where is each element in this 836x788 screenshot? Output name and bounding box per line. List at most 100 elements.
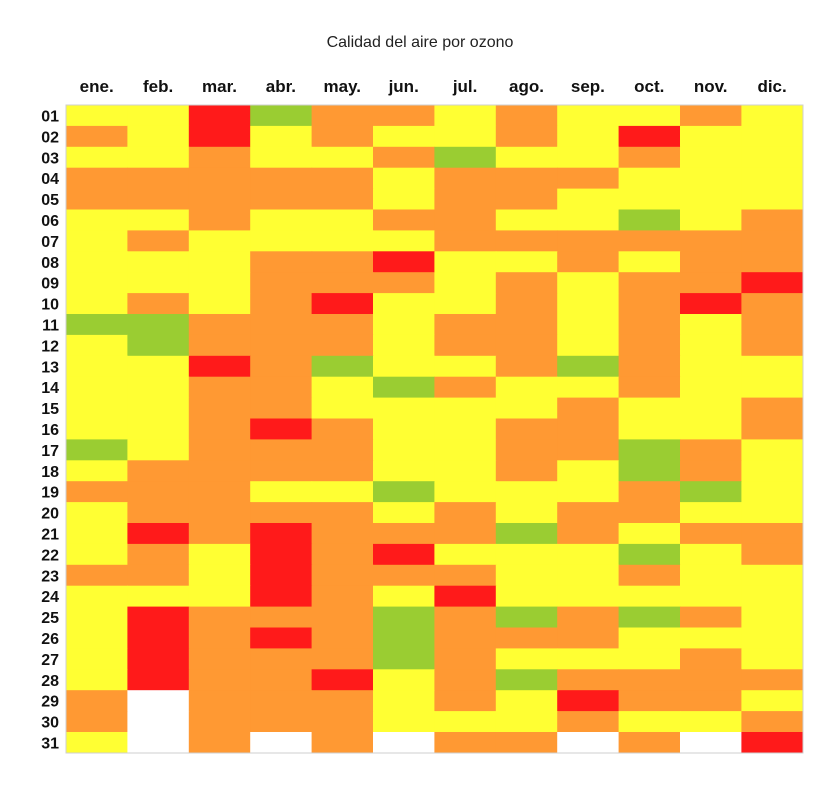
day-label: 22 <box>41 547 59 564</box>
heatmap-cell <box>680 460 742 482</box>
heatmap-cell <box>66 230 128 252</box>
heatmap-cell <box>250 711 313 733</box>
heatmap-cell <box>557 209 620 231</box>
heatmap-cell <box>66 502 128 524</box>
heatmap-cell <box>618 397 681 420</box>
day-label: 15 <box>41 401 59 418</box>
heatmap-cell <box>250 606 313 629</box>
heatmap-cell <box>618 648 681 670</box>
heatmap-cell <box>373 376 435 399</box>
heatmap-cell <box>66 460 128 482</box>
heatmap-cell <box>373 334 435 357</box>
heatmap-cell <box>557 397 620 420</box>
heatmap-cell <box>434 251 497 273</box>
heatmap-cell <box>127 711 190 733</box>
heatmap-cell <box>311 669 374 691</box>
heatmap-cell <box>618 460 681 482</box>
heatmap-cell <box>495 523 558 545</box>
heatmap-cell <box>250 732 313 754</box>
heatmap-cell <box>188 418 251 440</box>
heatmap-cell <box>557 293 620 315</box>
heatmap-cell <box>434 293 497 315</box>
heatmap-cell <box>311 230 374 252</box>
heatmap-cell <box>373 481 435 503</box>
heatmap-cell <box>127 105 190 127</box>
heatmap-cell <box>618 125 681 148</box>
heatmap-cell <box>250 397 313 420</box>
day-label: 02 <box>41 129 59 146</box>
heatmap-cell <box>188 543 251 566</box>
heatmap-cell <box>127 293 190 315</box>
heatmap-cell <box>680 669 742 691</box>
heatmap-cell <box>680 690 742 712</box>
heatmap-cell <box>188 564 251 587</box>
day-label: 07 <box>41 234 59 251</box>
heatmap-cell <box>127 188 190 211</box>
heatmap-cell <box>495 460 558 482</box>
day-label: 24 <box>41 589 59 606</box>
heatmap-cell <box>311 272 374 294</box>
heatmap-cell <box>434 418 497 440</box>
day-label: 31 <box>41 735 59 752</box>
heatmap-cell <box>66 481 128 503</box>
heatmap-cell <box>495 669 558 691</box>
day-label: 08 <box>41 255 59 272</box>
heatmap-cell <box>434 585 497 608</box>
heatmap-cell <box>557 523 620 545</box>
heatmap-cell <box>495 481 558 503</box>
heatmap-cell <box>250 251 313 273</box>
heatmap-cell <box>127 669 190 691</box>
day-label: 04 <box>41 171 59 188</box>
heatmap-cell <box>311 376 374 399</box>
heatmap-cell <box>373 355 435 378</box>
day-label: 21 <box>41 527 59 544</box>
heatmap-cell <box>741 543 804 566</box>
heatmap-cell <box>250 669 313 691</box>
heatmap-cell <box>618 606 681 629</box>
heatmap-cell <box>250 209 313 231</box>
heatmap-cell <box>741 105 804 127</box>
heatmap-cell <box>618 711 681 733</box>
heatmap-cell <box>680 627 742 649</box>
heatmap-cell <box>188 355 251 378</box>
heatmap-cell <box>127 481 190 503</box>
heatmap-cell <box>495 251 558 273</box>
heatmap-cell <box>188 251 251 273</box>
heatmap-cell <box>741 334 804 357</box>
heatmap-cell <box>188 669 251 691</box>
heatmap-cell <box>373 146 435 169</box>
heatmap-cell <box>250 502 313 524</box>
heatmap-cell <box>618 188 681 211</box>
heatmap-cell <box>680 105 742 127</box>
heatmap-cell <box>311 439 374 461</box>
heatmap-cell <box>127 606 190 629</box>
heatmap-cell <box>495 355 558 378</box>
heatmap-cell <box>557 251 620 273</box>
heatmap-cell <box>557 606 620 629</box>
heatmap-cell <box>250 523 313 545</box>
heatmap-cells <box>66 105 804 754</box>
heatmap-cell <box>680 481 742 503</box>
heatmap-cell <box>311 146 374 169</box>
heatmap-cell <box>434 314 497 336</box>
heatmap-cell <box>127 585 190 608</box>
heatmap-cell <box>680 314 742 336</box>
heatmap-cell <box>741 481 804 503</box>
heatmap-cell <box>495 502 558 524</box>
heatmap-cell <box>373 606 435 629</box>
heatmap-cell <box>311 502 374 524</box>
heatmap-cell <box>127 355 190 378</box>
heatmap-cell <box>434 648 497 670</box>
heatmap-cell <box>557 376 620 399</box>
heatmap-cell <box>188 105 251 127</box>
heatmap-cell <box>434 105 497 127</box>
heatmap-cell <box>66 564 128 587</box>
heatmap-cell <box>373 523 435 545</box>
heatmap-cell <box>495 230 558 252</box>
heatmap-cell <box>66 648 128 670</box>
heatmap-cell <box>127 502 190 524</box>
heatmap-cell <box>618 355 681 378</box>
heatmap-cell <box>373 167 435 190</box>
heatmap-cell <box>434 711 497 733</box>
day-label: 10 <box>41 297 59 314</box>
